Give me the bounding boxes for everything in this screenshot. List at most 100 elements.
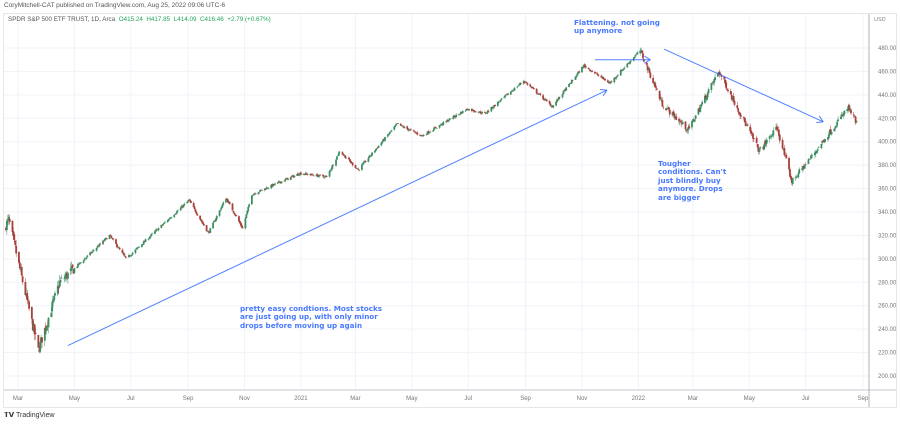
candle	[765, 139, 768, 144]
candle	[37, 334, 40, 348]
candle	[177, 210, 179, 212]
candle	[84, 258, 87, 259]
candle	[351, 162, 354, 166]
arrowhead-icon	[644, 59, 651, 64]
annotation-easy[interactable]: pretty easy condtions. Most stocks are j…	[240, 304, 383, 330]
candle	[520, 83, 522, 85]
candle	[263, 188, 266, 191]
x-tick-label: 2021	[294, 396, 308, 402]
candle	[634, 55, 637, 57]
x-tick-label: May	[69, 396, 80, 402]
candle	[91, 250, 94, 252]
candle	[218, 210, 221, 216]
candle	[162, 224, 165, 226]
symbol-name[interactable]: SPDR S&P 500 ETF TRUST, 1D, Arca	[8, 16, 116, 23]
candle	[565, 87, 568, 91]
candle	[226, 198, 228, 200]
open-value: O415.24	[118, 16, 143, 23]
candle	[587, 68, 590, 69]
candle	[264, 188, 267, 190]
candle	[403, 126, 406, 128]
candle	[836, 121, 839, 126]
symbol-legend: SPDR S&P 500 ETF TRUST, 1D, Arca O415.24…	[8, 16, 271, 23]
candle	[608, 81, 611, 84]
candle	[149, 236, 152, 238]
candle	[214, 220, 216, 222]
candle	[213, 221, 215, 223]
candle	[564, 89, 567, 91]
candle	[776, 126, 778, 130]
candle	[723, 76, 726, 80]
candle	[324, 176, 327, 177]
candle	[661, 99, 664, 107]
candle	[632, 57, 635, 61]
candle	[419, 134, 422, 136]
candle	[588, 68, 591, 70]
candle	[750, 130, 753, 134]
candle	[299, 172, 301, 175]
candle	[195, 211, 198, 214]
candle	[772, 130, 775, 136]
candle	[646, 65, 649, 71]
arrowhead-icon	[818, 115, 824, 123]
candle	[389, 131, 392, 133]
candle	[548, 101, 551, 104]
candle	[397, 123, 399, 124]
candle	[647, 67, 650, 71]
logo-text: TradingView	[16, 412, 55, 419]
candle	[6, 219, 9, 221]
candle	[759, 147, 762, 149]
candle	[304, 172, 307, 175]
candle	[706, 92, 709, 98]
candle	[666, 108, 668, 110]
candle	[181, 206, 184, 208]
candle	[590, 70, 593, 72]
candle	[201, 220, 203, 223]
candle	[400, 125, 403, 126]
candle	[712, 82, 715, 84]
candle	[277, 181, 280, 183]
candle	[183, 203, 186, 206]
candle	[422, 135, 425, 136]
candle	[82, 260, 85, 263]
trendline-arrow[interactable]	[664, 48, 824, 123]
trendline-arrow[interactable]	[67, 89, 608, 346]
candle	[270, 184, 273, 189]
candle	[492, 107, 495, 109]
tradingview-logo[interactable]: 𝗧𝗩 TradingView	[4, 411, 55, 419]
candle	[311, 174, 313, 175]
candle	[309, 174, 312, 176]
candle	[810, 155, 813, 159]
candle	[523, 81, 526, 83]
candle	[506, 93, 508, 95]
candle	[14, 240, 17, 246]
candle	[620, 70, 623, 72]
candle	[494, 104, 496, 107]
candle	[746, 124, 749, 126]
chart-panel[interactable]	[3, 13, 897, 408]
candle	[455, 114, 458, 118]
candle	[285, 178, 288, 180]
candle	[111, 238, 114, 239]
candle	[50, 312, 53, 317]
candle	[552, 105, 555, 108]
candle	[633, 56, 636, 58]
annotation-tougher[interactable]: Tougher conditions. Can't just blindly b…	[658, 159, 727, 202]
y-tick-label: 340.00	[878, 210, 897, 216]
candle	[15, 245, 18, 254]
candle	[452, 115, 455, 119]
candle	[28, 301, 30, 309]
annotation-flattening[interactable]: Flattening. not going up anymore	[574, 18, 660, 36]
candle	[729, 90, 732, 95]
candle	[387, 134, 390, 135]
candle	[151, 233, 153, 235]
candle	[26, 293, 29, 301]
candle	[257, 192, 260, 195]
candle	[543, 98, 545, 100]
candle	[549, 103, 552, 107]
candle	[481, 111, 484, 114]
candle	[27, 300, 30, 302]
candle	[718, 71, 721, 76]
candle	[124, 256, 127, 257]
